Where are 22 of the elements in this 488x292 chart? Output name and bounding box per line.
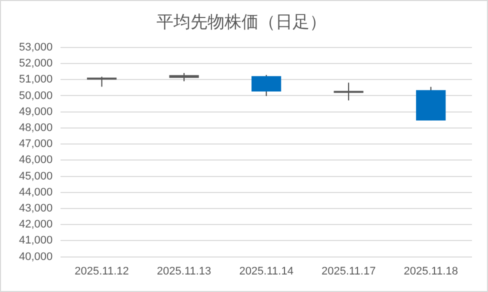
y-tick-label: 48,000 (18, 122, 53, 134)
candlestick (334, 82, 364, 101)
x-tick-label: 2025.11.13 (156, 265, 212, 278)
y-tick-label: 47,000 (18, 138, 53, 150)
candlestick (86, 76, 117, 88)
x-tick-label: 2025.11.18 (404, 265, 458, 278)
y-tick-label: 40,000 (18, 250, 53, 263)
chart-title: 平均先物株価（日足） (156, 12, 326, 33)
y-tick-label: 43,000 (18, 202, 53, 215)
y-tick-label: 44,000 (18, 186, 53, 198)
y-tick-label: 52,000 (18, 58, 53, 70)
x-tick-label: 2025.11.12 (74, 265, 129, 278)
y-tick-label: 41,000 (18, 234, 53, 247)
y-tick-label: 42,000 (18, 218, 53, 231)
y-tick-label: 53,000 (18, 41, 53, 54)
x-tick-label: 2025.11.14 (239, 265, 294, 278)
y-tick-label: 49,000 (18, 106, 53, 118)
y-tick-label: 50,000 (18, 90, 53, 102)
y-tick-label: 45,000 (18, 170, 53, 182)
x-tick-label: 2025.11.17 (321, 265, 376, 278)
y-tick-label: 51,000 (18, 74, 53, 86)
y-tick-label: 46,000 (18, 154, 53, 166)
